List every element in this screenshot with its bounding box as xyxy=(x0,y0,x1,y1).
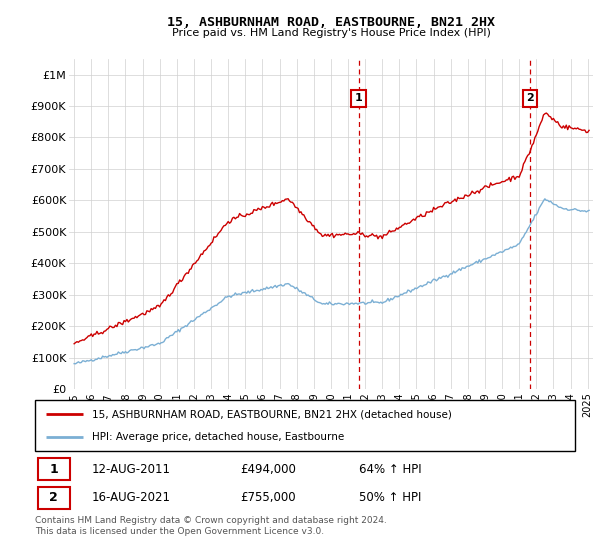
Text: 1: 1 xyxy=(49,463,58,476)
Bar xyxy=(38,487,70,508)
Text: 64% ↑ HPI: 64% ↑ HPI xyxy=(359,463,421,476)
Text: HPI: Average price, detached house, Eastbourne: HPI: Average price, detached house, East… xyxy=(91,432,344,442)
Text: Contains HM Land Registry data © Crown copyright and database right 2024.
This d: Contains HM Land Registry data © Crown c… xyxy=(35,516,386,536)
Text: 1: 1 xyxy=(355,94,362,104)
Bar xyxy=(38,459,70,480)
Text: 15, ASHBURNHAM ROAD, EASTBOURNE, BN21 2HX: 15, ASHBURNHAM ROAD, EASTBOURNE, BN21 2H… xyxy=(167,16,495,29)
Text: 12-AUG-2011: 12-AUG-2011 xyxy=(91,463,170,476)
Text: £755,000: £755,000 xyxy=(240,491,296,504)
Text: 16-AUG-2021: 16-AUG-2021 xyxy=(91,491,170,504)
Text: 15, ASHBURNHAM ROAD, EASTBOURNE, BN21 2HX (detached house): 15, ASHBURNHAM ROAD, EASTBOURNE, BN21 2H… xyxy=(91,409,451,419)
Text: 2: 2 xyxy=(526,94,533,104)
Text: Price paid vs. HM Land Registry's House Price Index (HPI): Price paid vs. HM Land Registry's House … xyxy=(172,28,491,38)
Text: 50% ↑ HPI: 50% ↑ HPI xyxy=(359,491,421,504)
Text: £494,000: £494,000 xyxy=(240,463,296,476)
Text: 2: 2 xyxy=(49,491,58,504)
